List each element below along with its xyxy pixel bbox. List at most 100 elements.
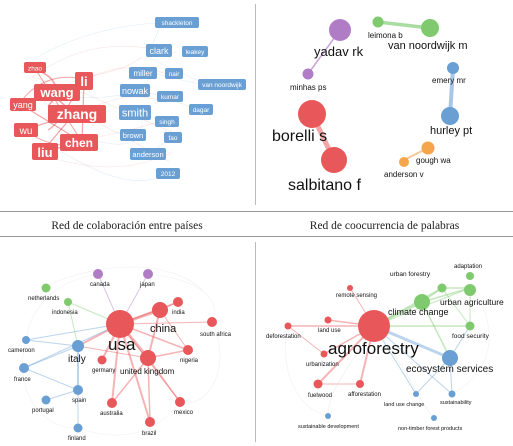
node-land-use: [324, 316, 332, 324]
label-mexico: mexico: [174, 410, 194, 416]
node-germany: [97, 355, 107, 365]
node-afforestation: [356, 380, 364, 388]
node-anderson: [399, 157, 409, 167]
keyword-cooccurrence-panel: urban forestry adaptation remote sensing…: [258, 240, 511, 444]
author-box-2012-label: 2012: [161, 171, 176, 178]
node-climate-change: [414, 294, 430, 310]
author-box-zhao: zhao: [24, 62, 46, 73]
node-portugal: [41, 395, 51, 405]
label-ntfp: non-timber forest products: [398, 426, 462, 432]
blue-cluster-boxes: shackleton clark leakey miller nair van …: [119, 17, 246, 179]
caption-country-network: Red de colaboración entre países: [51, 220, 203, 232]
author-collaboration-nodes: [298, 16, 459, 173]
label-japan: japan: [139, 282, 155, 288]
label-remote-sensing: remote sensing: [336, 293, 377, 299]
author-box-clark-label: clark: [149, 46, 169, 56]
author-box-fao-label: fao: [168, 135, 177, 142]
label-usa: usa: [108, 335, 136, 354]
red-cluster-boxes: zhao li wang yang zhang wu liu chen: [10, 62, 106, 160]
country-collaboration-graph: canada japan netherlands india indonesia…: [8, 266, 232, 442]
node-china: [152, 302, 168, 318]
keyword-cooccurrence-graph: urban forestry adaptation remote sensing…: [266, 264, 504, 432]
author-box-anderson-label: anderson: [132, 150, 163, 159]
node-mexico: [175, 397, 185, 407]
author-box-shackleton: shackleton: [155, 17, 199, 28]
label-spain: spain: [72, 398, 86, 404]
author-collaboration-graph: yadav rk leimona b van noordwijk m minha…: [272, 16, 472, 194]
label-germany: germany: [92, 368, 115, 374]
label-ecosystem-services: ecosystem services: [406, 364, 493, 375]
author-box-nowak: nowak: [120, 84, 150, 97]
node-remote-sensing: [347, 285, 353, 291]
label-portugal: portugal: [32, 408, 54, 414]
label-fuelwood: fuelwood: [308, 393, 332, 399]
author-box-zhang: zhang: [48, 105, 106, 123]
label-australia: australia: [100, 411, 123, 417]
author-box-miller: miller: [129, 67, 157, 79]
label-climate-change: climate change: [388, 307, 449, 317]
author-box-singh: singh: [155, 116, 179, 127]
author-collaboration-panel: yadav rk leimona b van noordwijk m minha…: [258, 2, 511, 207]
node-spain: [73, 385, 83, 395]
label-nigeria: nigeria: [180, 358, 199, 364]
label-china: china: [150, 323, 177, 335]
keyword-cooccurrence-nodes: [284, 272, 476, 421]
caption-keyword-network: Red de coocurrencia de palabras: [309, 220, 460, 232]
author-box-anderson: anderson: [130, 148, 166, 160]
node-emery: [447, 62, 459, 74]
label-anderson: anderson v: [384, 170, 424, 179]
author-box-chen: chen: [60, 134, 98, 151]
author-box-clark: clark: [146, 44, 172, 57]
author-box-van-noordwijk: van noordwijk: [198, 79, 246, 90]
node-van-noordwijk: [421, 19, 439, 37]
label-finland: finland: [68, 436, 86, 442]
author-box-kumar: kumar: [157, 91, 183, 102]
author-collaboration-labels: yadav rk leimona b van noordwijk m minha…: [272, 31, 472, 194]
author-box-zhang-label: zhang: [57, 106, 97, 122]
author-box-brown: brown: [120, 129, 146, 141]
label-indonesia: indonesia: [52, 310, 78, 316]
label-netherlands: netherlands: [28, 296, 59, 302]
node-sustainability: [448, 390, 456, 398]
label-sustainable-development: sustainable development: [298, 424, 359, 430]
label-hurley: hurley pt: [430, 125, 472, 137]
node-australia: [107, 398, 117, 408]
node-cameroon: [22, 336, 30, 344]
node-france: [19, 363, 29, 373]
author-box-dagar: dagar: [189, 104, 213, 115]
node-yadav: [329, 19, 351, 41]
label-france: france: [14, 377, 31, 383]
node-canada: [93, 269, 103, 279]
node-usa: [106, 310, 134, 338]
label-south-africa: south africa: [200, 332, 232, 338]
country-collaboration-labels: canada japan netherlands india indonesia…: [8, 282, 232, 442]
author-box-nowak-label: nowak: [122, 86, 149, 96]
label-cameroon: cameroon: [8, 348, 35, 354]
node-india: [173, 297, 183, 307]
label-leimona: leimona b: [368, 31, 403, 40]
node-urbanization: [320, 350, 328, 358]
keyword-cooccurrence-labels: urban forestry adaptation remote sensing…: [266, 264, 504, 432]
node-hurley: [441, 107, 459, 125]
author-box-liu: liu: [32, 143, 58, 160]
author-cocitation-graph: zhao li wang yang zhang wu liu chen shac…: [10, 17, 246, 182]
label-urbanization: urbanization: [306, 362, 339, 368]
label-van-noordwijk: van noordwijk m: [388, 40, 467, 52]
node-south-africa: [207, 317, 217, 327]
label-salbitano: salbitano f: [288, 177, 361, 194]
node-nigeria: [183, 345, 193, 355]
author-box-nair-label: nair: [169, 71, 181, 78]
author-box-wu-label: wu: [19, 126, 33, 137]
node-agroforestry: [358, 310, 390, 342]
label-india: india: [172, 310, 185, 316]
author-box-wang: wang: [34, 84, 80, 101]
label-land-use-change: land use change: [384, 402, 424, 408]
node-italy: [72, 340, 84, 352]
label-urban-agriculture: urban agriculture: [440, 297, 504, 307]
author-box-van-noordwijk-label: van noordwijk: [202, 82, 242, 89]
author-box-dagar-label: dagar: [193, 107, 210, 114]
author-box-leakey-label: leakey: [186, 49, 206, 56]
author-box-brown-label: brown: [123, 131, 143, 140]
author-box-yang: yang: [10, 98, 36, 111]
country-collaboration-nodes: [19, 269, 217, 433]
